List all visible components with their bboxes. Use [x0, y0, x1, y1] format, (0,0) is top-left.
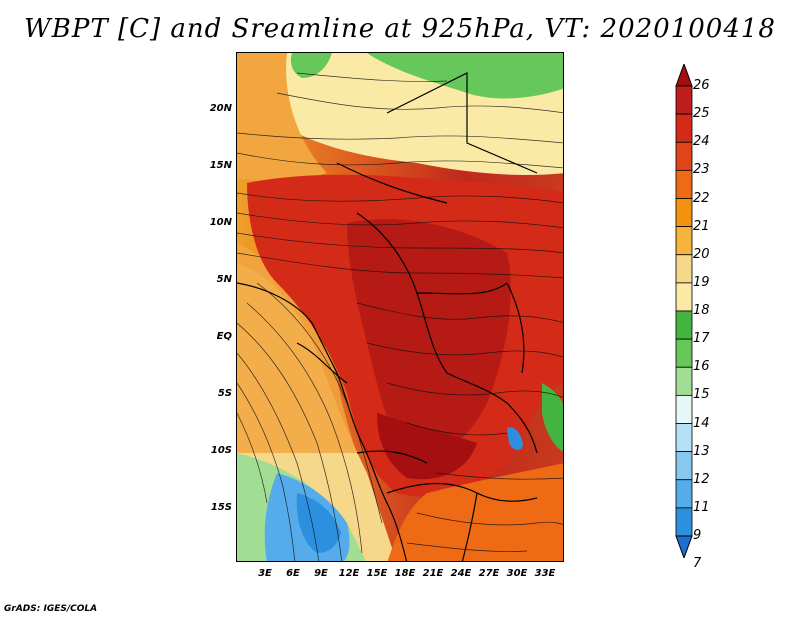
lon-label-27e: 27E: [475, 568, 503, 579]
colorbar-label: 26: [693, 78, 710, 93]
colorbar-swatch: [676, 424, 692, 452]
colorbar-label: 25: [693, 106, 710, 121]
colorbar-swatch: [676, 339, 692, 367]
colorbar-label: 22: [693, 191, 710, 206]
colorbar-label: 16: [693, 359, 710, 374]
map-title: WBPT [C] and Sreamline at 925hPa, VT: 20…: [0, 14, 800, 44]
colorbar-swatch: [676, 283, 692, 311]
colorbar-swatch: [676, 367, 692, 395]
colorbar-swatch: [676, 199, 692, 227]
colorbar-label: 14: [693, 416, 710, 431]
colorbar-label: 15: [693, 387, 710, 402]
grads-credit: GrADS: IGES/COLA: [4, 604, 97, 614]
lat-label-20n: 20N: [196, 103, 232, 114]
lat-label-eq: EQ: [196, 331, 232, 342]
colorbar-swatch: [676, 480, 692, 508]
colorbar-swatch: [676, 170, 692, 198]
lon-label-3e: 3E: [251, 568, 279, 579]
colorbar-label: 7: [693, 556, 701, 571]
lat-label-15s: 15S: [196, 502, 232, 513]
lon-label-9e: 9E: [307, 568, 335, 579]
colorbar-label: 13: [693, 444, 710, 459]
lat-label-5s: 5S: [196, 388, 232, 399]
colorbar-label: 23: [693, 162, 710, 177]
colorbar-swatch: [676, 508, 692, 536]
colorbar-swatch: [676, 142, 692, 170]
lat-label-15n: 15N: [196, 160, 232, 171]
lon-label-12e: 12E: [335, 568, 363, 579]
colorbar-swatch: [676, 255, 692, 283]
region-east-green: [542, 383, 564, 453]
lon-label-6e: 6E: [279, 568, 307, 579]
wbpt-field: [237, 53, 564, 562]
colorbar-label: 11: [693, 500, 710, 515]
colorbar-label: 19: [693, 275, 710, 290]
colorbar-label: 18: [693, 303, 710, 318]
colorbar-swatch: [676, 114, 692, 142]
colorbar-label: 21: [693, 219, 710, 234]
lon-label-24e: 24E: [447, 568, 475, 579]
colorbar-label: 9: [693, 528, 701, 543]
lon-label-21e: 21E: [419, 568, 447, 579]
colorbar-swatch: [676, 311, 692, 339]
map-plot-area: [236, 52, 564, 562]
lat-label-10s: 10S: [196, 445, 232, 456]
lon-label-33e: 33E: [531, 568, 559, 579]
lat-label-10n: 10N: [196, 217, 232, 228]
colorbar-label: 12: [693, 472, 710, 487]
colorbar-arrow-bottom: [676, 536, 692, 558]
colorbar-label: 24: [693, 134, 710, 149]
colorbar-label: 17: [693, 331, 710, 346]
colorbar-swatch: [676, 86, 692, 114]
colorbar-arrow-top: [676, 64, 692, 86]
lon-label-18e: 18E: [391, 568, 419, 579]
lon-label-30e: 30E: [503, 568, 531, 579]
colorbar-swatch: [676, 452, 692, 480]
lon-label-15e: 15E: [363, 568, 391, 579]
lat-label-5n: 5N: [196, 274, 232, 285]
colorbar-label: 20: [693, 247, 710, 262]
colorbar-swatch: [676, 227, 692, 255]
colorbar-swatch: [676, 395, 692, 423]
